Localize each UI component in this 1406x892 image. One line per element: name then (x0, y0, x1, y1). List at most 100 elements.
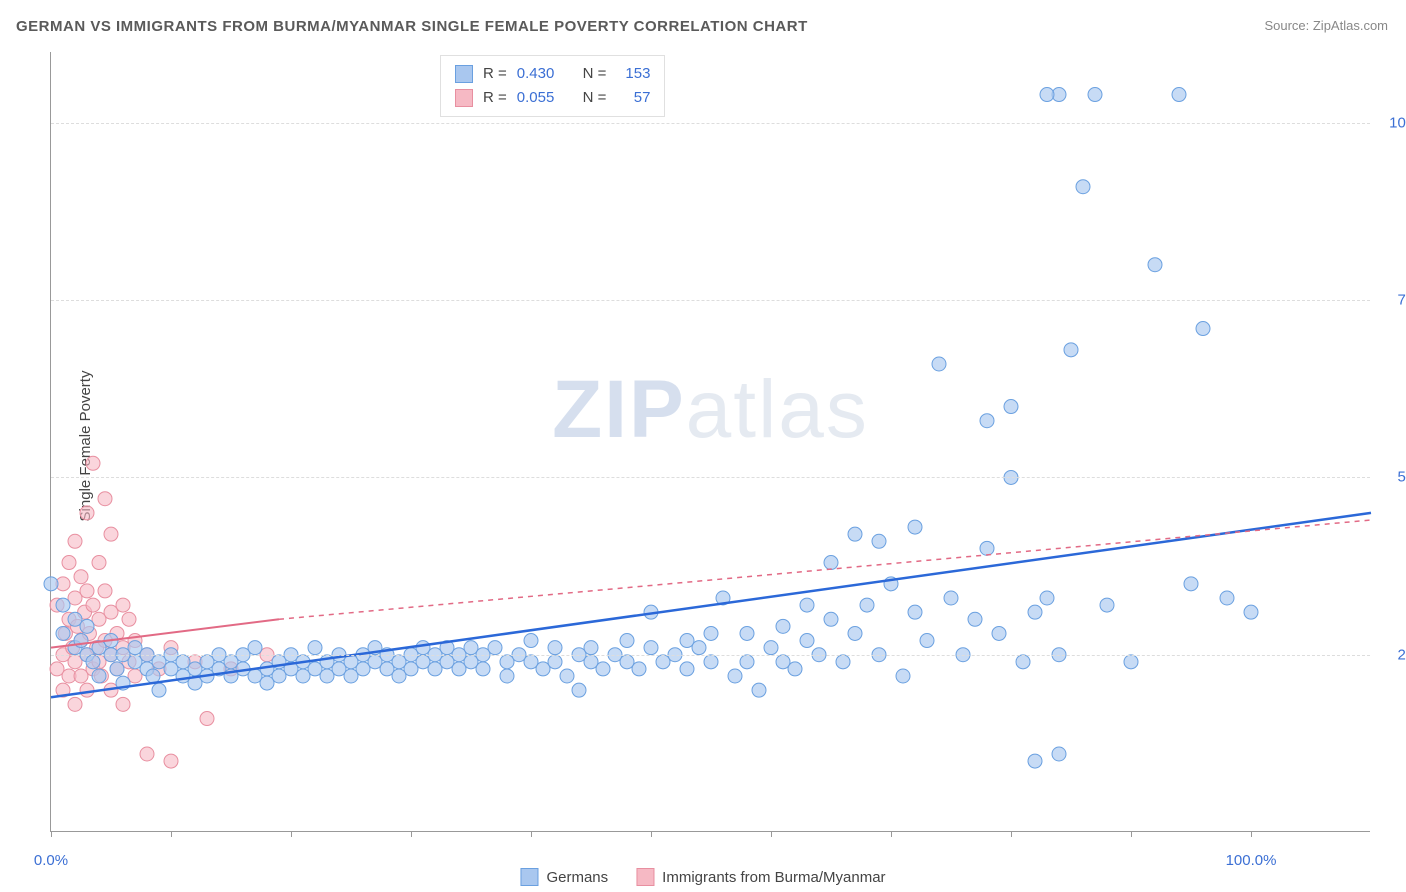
x-tick (1131, 831, 1132, 837)
x-tick (1251, 831, 1252, 837)
scatter-point-burma (68, 534, 82, 548)
scatter-point-germans (1076, 180, 1090, 194)
legend-label: Immigrants from Burma/Myanmar (662, 869, 885, 886)
gridline-h (51, 477, 1370, 478)
scatter-point-germans (692, 641, 706, 655)
scatter-point-germans (704, 655, 718, 669)
scatter-point-germans (500, 669, 514, 683)
scatter-point-germans (1196, 322, 1210, 336)
scatter-point-burma (116, 697, 130, 711)
legend-label: Germans (546, 869, 608, 886)
footer-legend-item: Germans (520, 868, 608, 886)
n-label: N = (583, 62, 607, 86)
source-label: Source: ZipAtlas.com (1264, 18, 1388, 33)
x-tick-label: 100.0% (1226, 852, 1277, 869)
scatter-point-burma (80, 683, 94, 697)
scatter-point-burma (86, 456, 100, 470)
scatter-point-germans (992, 626, 1006, 640)
scatter-point-burma (68, 697, 82, 711)
scatter-point-germans (56, 598, 70, 612)
x-tick (171, 831, 172, 837)
scatter-point-germans (968, 612, 982, 626)
scatter-point-germans (824, 556, 838, 570)
scatter-point-germans (152, 683, 166, 697)
scatter-point-germans (572, 683, 586, 697)
scatter-point-germans (896, 669, 910, 683)
x-tick (531, 831, 532, 837)
gridline-h (51, 655, 1370, 656)
scatter-point-germans (980, 414, 994, 428)
scatter-point-germans (548, 641, 562, 655)
stats-row: R = 0.055 N = 57 (455, 86, 650, 110)
scatter-point-germans (44, 577, 58, 591)
scatter-point-germans (1088, 88, 1102, 102)
scatter-point-burma (140, 747, 154, 761)
x-tick (771, 831, 772, 837)
x-tick (891, 831, 892, 837)
plot-area: ZIPatlas 25.0%50.0%75.0%100.0%0.0%100.0% (50, 52, 1370, 832)
scatter-point-germans (680, 662, 694, 676)
r-label: R = (483, 86, 507, 110)
scatter-point-germans (1148, 258, 1162, 272)
legend-swatch (636, 868, 654, 886)
y-tick-label: 100.0% (1380, 114, 1406, 131)
scatter-point-burma (104, 527, 118, 541)
scatter-point-germans (764, 641, 778, 655)
scatter-point-germans (476, 662, 490, 676)
scatter-point-germans (584, 641, 598, 655)
scatter-point-germans (908, 605, 922, 619)
scatter-point-germans (1004, 400, 1018, 414)
scatter-point-germans (728, 669, 742, 683)
scatter-point-germans (836, 655, 850, 669)
scatter-point-germans (1040, 88, 1054, 102)
scatter-point-germans (776, 619, 790, 633)
x-tick (651, 831, 652, 837)
plot-svg (51, 52, 1370, 831)
y-tick-label: 50.0% (1380, 469, 1406, 486)
scatter-point-burma (98, 584, 112, 598)
scatter-point-germans (596, 662, 610, 676)
n-label: N = (583, 86, 607, 110)
scatter-point-germans (86, 655, 100, 669)
scatter-point-germans (980, 541, 994, 555)
y-tick-label: 75.0% (1380, 292, 1406, 309)
scatter-point-burma (98, 492, 112, 506)
stats-row: R =0.430 N =153 (455, 62, 650, 86)
scatter-point-germans (1040, 591, 1054, 605)
scatter-point-germans (1100, 598, 1114, 612)
n-value: 57 (616, 86, 650, 110)
scatter-point-burma (122, 612, 136, 626)
scatter-point-burma (200, 712, 214, 726)
scatter-point-germans (644, 641, 658, 655)
x-tick-label: 0.0% (34, 852, 68, 869)
x-tick (51, 831, 52, 837)
scatter-point-germans (800, 634, 814, 648)
scatter-point-burma (62, 556, 76, 570)
scatter-point-germans (1172, 88, 1186, 102)
scatter-point-germans (620, 634, 634, 648)
scatter-point-germans (920, 634, 934, 648)
scatter-point-germans (632, 662, 646, 676)
scatter-point-germans (800, 598, 814, 612)
scatter-point-germans (1016, 655, 1030, 669)
scatter-point-burma (80, 584, 94, 598)
gridline-h (51, 300, 1370, 301)
scatter-point-germans (740, 626, 754, 640)
scatter-point-germans (848, 626, 862, 640)
legend-swatch (455, 65, 473, 83)
scatter-point-germans (1124, 655, 1138, 669)
r-value: 0.055 (517, 86, 555, 110)
y-tick-label: 25.0% (1380, 646, 1406, 663)
scatter-point-germans (1028, 605, 1042, 619)
x-tick (291, 831, 292, 837)
scatter-point-burma (86, 598, 100, 612)
scatter-point-germans (1220, 591, 1234, 605)
scatter-point-burma (164, 754, 178, 768)
scatter-point-germans (1028, 754, 1042, 768)
trendline-germans (51, 513, 1371, 697)
stats-legend-box: R =0.430 N =153R = 0.055 N = 57 (440, 55, 665, 117)
gridline-h (51, 123, 1370, 124)
scatter-point-germans (740, 655, 754, 669)
scatter-point-germans (752, 683, 766, 697)
scatter-point-germans (1244, 605, 1258, 619)
